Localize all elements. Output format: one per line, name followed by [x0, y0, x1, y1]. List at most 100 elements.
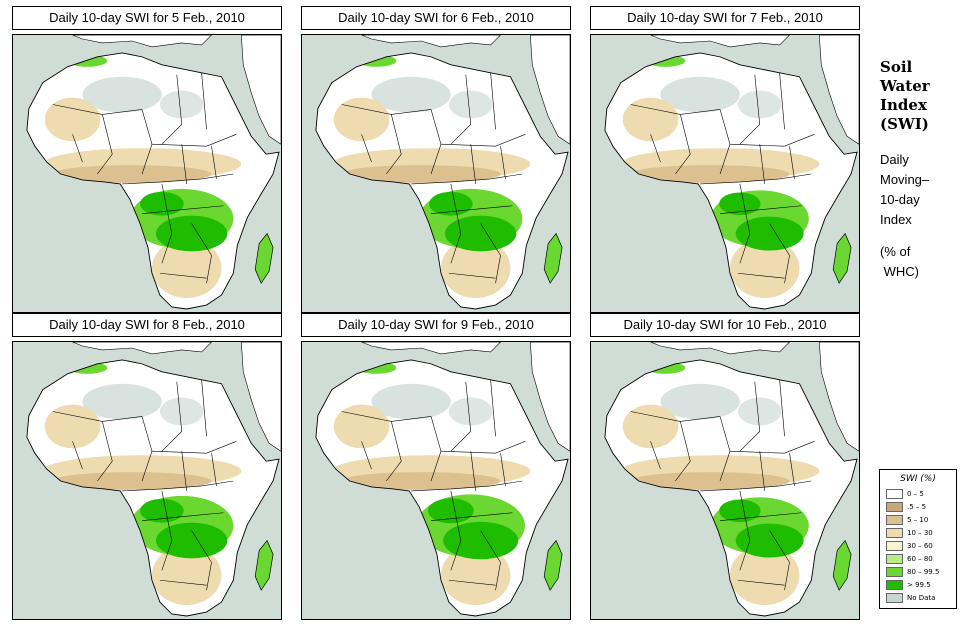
country-border [500, 146, 506, 180]
country-border [72, 134, 83, 163]
swi-map [301, 341, 571, 620]
country-border [675, 421, 691, 482]
nodata-region [82, 76, 162, 113]
country-border [440, 441, 526, 454]
country-border [411, 480, 523, 492]
wet-region [155, 522, 228, 559]
country-border [630, 104, 721, 115]
madagascar [543, 539, 563, 591]
wet-region [719, 192, 761, 216]
index-description-line: Daily [880, 152, 909, 167]
index-description-line: Index [880, 212, 912, 227]
country-border [161, 183, 173, 264]
legend-label: 10 – 30 [907, 529, 933, 537]
dry-region [440, 545, 511, 606]
legend-label: 80 – 99.5 [907, 568, 940, 576]
wet-region [735, 216, 804, 251]
dry-region [52, 165, 212, 183]
country-border [769, 223, 790, 284]
country-border [181, 451, 187, 491]
index-title-line: (SWI) [880, 115, 929, 133]
dry-region [729, 238, 800, 299]
nodata-region [159, 397, 204, 426]
africa-outline [315, 52, 569, 310]
index-title-line: Soil [880, 58, 913, 76]
country-border [448, 579, 496, 586]
country-border [490, 72, 496, 130]
wet-region [429, 191, 473, 216]
europe-landmass [650, 342, 790, 355]
swi-map [12, 341, 282, 620]
africa-map-svg [13, 342, 281, 619]
swi-map [590, 34, 860, 313]
swi-fields [331, 54, 531, 299]
swi-map [590, 341, 860, 620]
country-border [490, 379, 496, 437]
swi-legend: SWI (%) 0 – 5 .5 – 5 5 – 10 10 – 30 30 –… [879, 469, 957, 609]
legend-swatch [886, 528, 903, 538]
index-unit-line: WHC) [880, 264, 919, 279]
country-border [500, 453, 506, 487]
map-panel-1: Daily 10-day SWI for 5 Feb., 2010 [12, 6, 282, 313]
europe-landmass [72, 35, 212, 48]
swi-fields [331, 361, 531, 606]
wet-region [735, 523, 804, 558]
dry-region [622, 97, 679, 142]
country-border [122, 480, 234, 492]
panel-title: Daily 10-day SWI for 9 Feb., 2010 [301, 313, 571, 337]
country-border [779, 379, 785, 437]
swi-fields [620, 361, 820, 606]
country-border [719, 109, 731, 175]
country-border [141, 416, 153, 482]
country-border [151, 441, 237, 454]
dry-region [729, 545, 800, 606]
madagascar [832, 539, 852, 591]
europe-landmass [361, 35, 501, 48]
arabia-landmass [818, 35, 859, 145]
nodata-region [82, 383, 162, 420]
country-border [181, 144, 187, 184]
country-border [431, 205, 513, 214]
country-border [159, 272, 207, 279]
legend-label: 0 – 5 [907, 490, 924, 498]
legend-swatch [886, 593, 903, 603]
africa-map-svg [591, 342, 859, 619]
arabia-landmass [240, 35, 281, 145]
wet-region [155, 215, 228, 252]
index-title-line: Index [880, 96, 927, 114]
dry-region [44, 97, 101, 142]
wet-region [427, 498, 474, 524]
index-unit: (% of WHC) [880, 242, 960, 282]
country-border [430, 109, 442, 175]
country-border [159, 579, 207, 586]
index-title: Soil Water Index (SWI) [880, 58, 960, 134]
country-border [411, 173, 523, 185]
wet-region [719, 499, 761, 523]
country-border [759, 144, 765, 184]
madagascar [254, 539, 274, 591]
country-border [151, 134, 237, 147]
africa-map-svg [591, 35, 859, 312]
country-border [739, 490, 751, 571]
africa-outline [604, 359, 858, 617]
country-border [361, 441, 372, 470]
country-border [142, 205, 224, 214]
country-border [630, 411, 721, 422]
panel-title: Daily 10-day SWI for 6 Feb., 2010 [301, 6, 571, 30]
country-border [729, 441, 815, 454]
country-border [341, 411, 432, 422]
africa-outline [604, 52, 858, 310]
dry-region [333, 97, 390, 142]
country-border [211, 453, 217, 487]
swi-map [301, 34, 571, 313]
country-border [450, 381, 472, 452]
legend-swatch [886, 554, 903, 564]
country-border [720, 512, 802, 521]
legend-label: No Data [907, 594, 936, 602]
legend-label: > 99.5 [907, 581, 931, 589]
wet-region [140, 498, 184, 523]
africa-outline [315, 359, 569, 617]
nodata-region [660, 383, 740, 420]
country-border [440, 134, 526, 147]
country-border [737, 272, 785, 279]
